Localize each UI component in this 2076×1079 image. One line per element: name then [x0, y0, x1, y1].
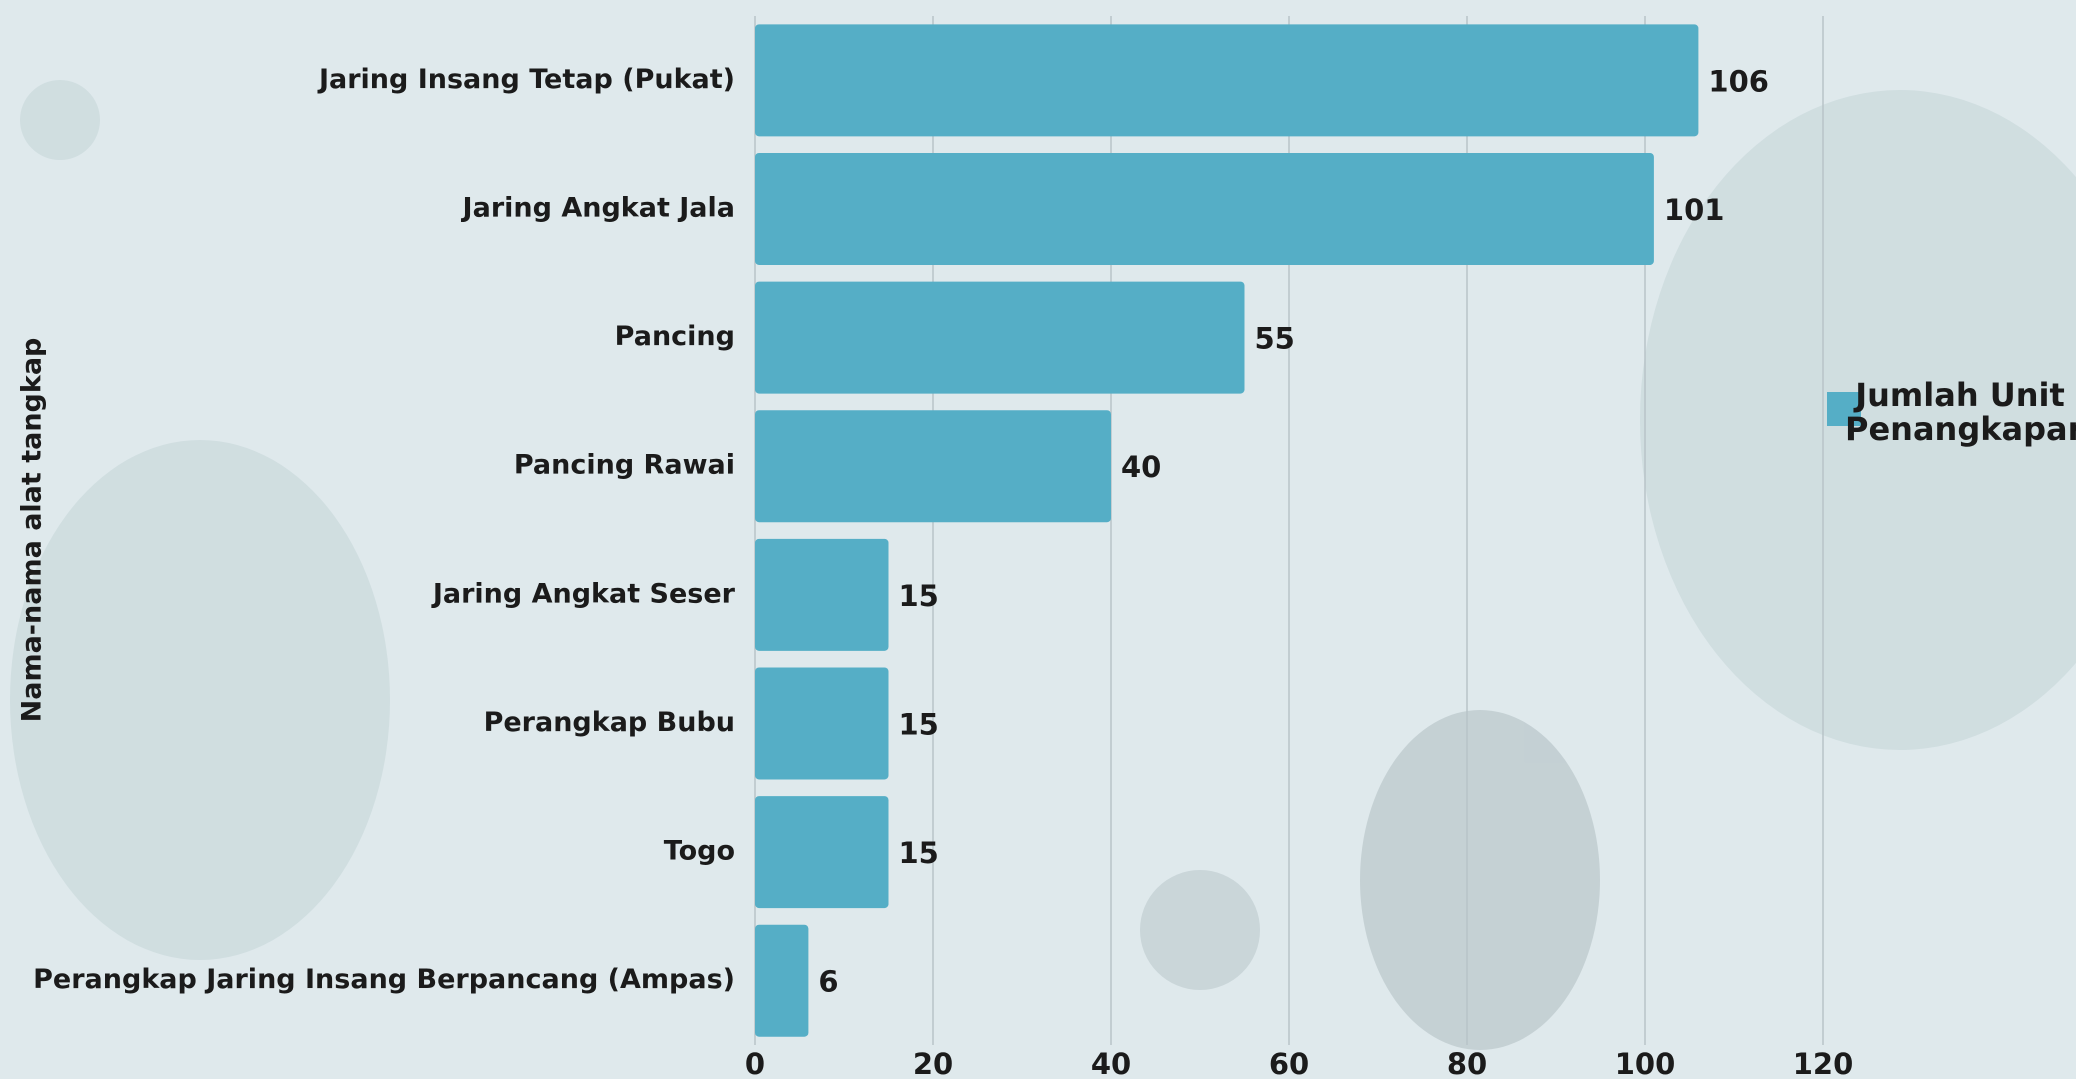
value-label: 40: [1121, 450, 1161, 484]
x-tick-label: 100: [1615, 1047, 1676, 1079]
value-label: 101: [1664, 193, 1725, 227]
y-tick-label: Togo: [664, 836, 735, 867]
bar: [755, 24, 1699, 137]
value-label: 6: [818, 965, 838, 999]
value-label: 15: [899, 836, 939, 870]
legend-label: Jumlah Unit Penangkapan: [1845, 376, 2076, 448]
bar: [755, 796, 889, 909]
x-tick-label: 60: [1269, 1047, 1309, 1079]
legend-swatch: [1827, 392, 1861, 426]
y-tick-label: Perangkap Bubu: [484, 707, 735, 738]
bar: [755, 667, 889, 780]
value-label: 106: [1708, 64, 1769, 98]
y-tick-label: Jaring Insang Tetap (Pukat): [317, 64, 735, 95]
y-tick-label: Pancing: [615, 321, 735, 352]
y-tick-label: Pancing Rawai: [514, 450, 735, 481]
value-label: 15: [899, 707, 939, 741]
bar: [755, 538, 889, 651]
bar: [755, 281, 1245, 394]
x-tick-label: 80: [1447, 1047, 1487, 1079]
bar: [755, 410, 1111, 523]
bar: [755, 924, 809, 1037]
value-label: 55: [1255, 322, 1295, 356]
bar: [755, 152, 1654, 265]
y-tick-label: Jaring Angkat Jala: [461, 192, 735, 223]
x-tick-label: 20: [913, 1047, 953, 1079]
value-label: 15: [899, 579, 939, 613]
y-tick-label: Jaring Angkat Seser: [431, 578, 736, 609]
y-axis-label: Nama-nama alat tangkap: [17, 338, 48, 723]
x-tick-label: 40: [1091, 1047, 1131, 1079]
x-tick-label: 0: [745, 1047, 765, 1079]
x-tick-label: 120: [1793, 1047, 1854, 1079]
y-tick-label: Perangkap Jaring Insang Berpancang (Ampa…: [33, 964, 735, 995]
